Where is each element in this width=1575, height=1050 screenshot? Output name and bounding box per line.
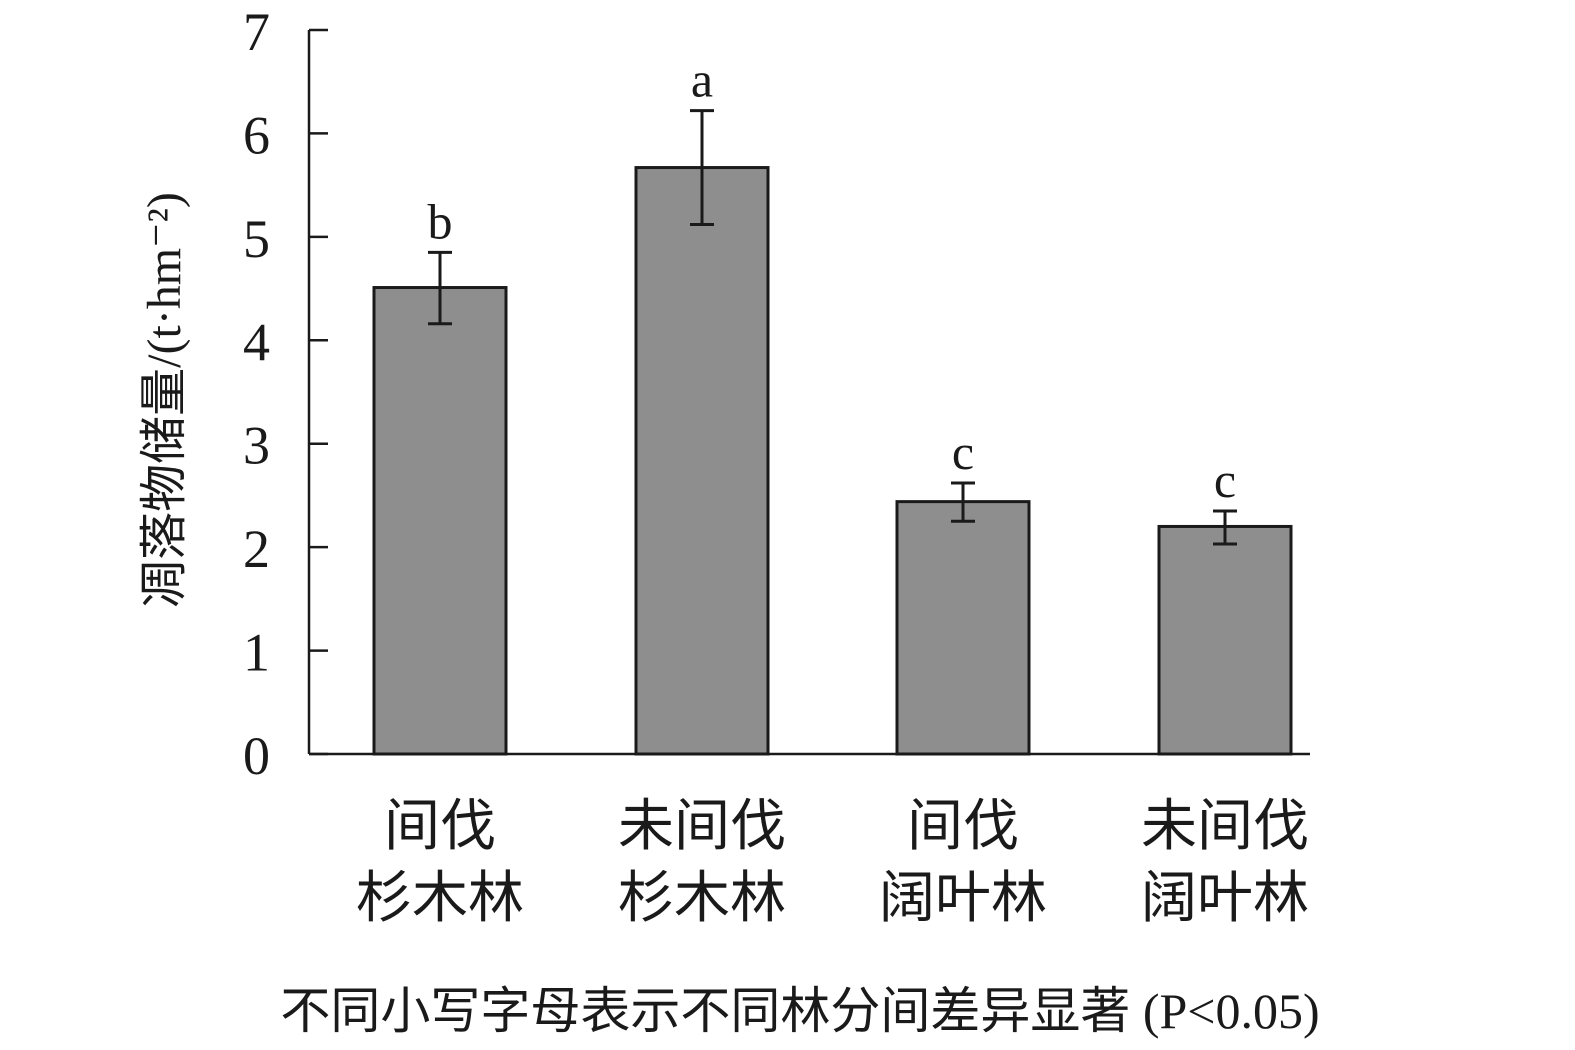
y-tick-label: 2 (243, 519, 270, 579)
x-tick-label: 杉木林 (618, 868, 786, 930)
y-tick-label: 0 (243, 726, 270, 786)
y-axis-label: 凋落物储量/(t·hm⁻²) (138, 192, 191, 608)
x-tick-label: 间伐 (907, 796, 1019, 858)
x-tick-label: 杉木林 (356, 868, 524, 930)
significance-note: 不同小写字母表示不同林分间差异显著 (P<0.05) (280, 983, 1319, 1039)
y-tick-label: 7 (243, 2, 270, 62)
y-tick-label: 6 (243, 105, 270, 165)
bar (1157, 524, 1293, 756)
significance-letter: a (691, 52, 713, 108)
significance-letter: b (428, 193, 453, 249)
y-tick-label: 4 (243, 312, 270, 372)
x-tick-label: 阔叶林 (1141, 868, 1309, 930)
y-tick-label: 5 (243, 209, 270, 269)
significance-letter: c (952, 424, 974, 480)
bar (634, 166, 770, 756)
x-tick-label: 间伐 (384, 796, 496, 858)
y-tick-label: 1 (243, 623, 270, 683)
x-tick-label: 阔叶林 (879, 868, 1047, 930)
bar (372, 286, 508, 756)
significance-letter: c (1214, 452, 1236, 508)
x-tick-label: 未间伐 (618, 796, 786, 858)
bar (895, 500, 1031, 756)
y-tick-label: 3 (243, 416, 270, 476)
x-tick-label: 未间伐 (1141, 796, 1309, 858)
